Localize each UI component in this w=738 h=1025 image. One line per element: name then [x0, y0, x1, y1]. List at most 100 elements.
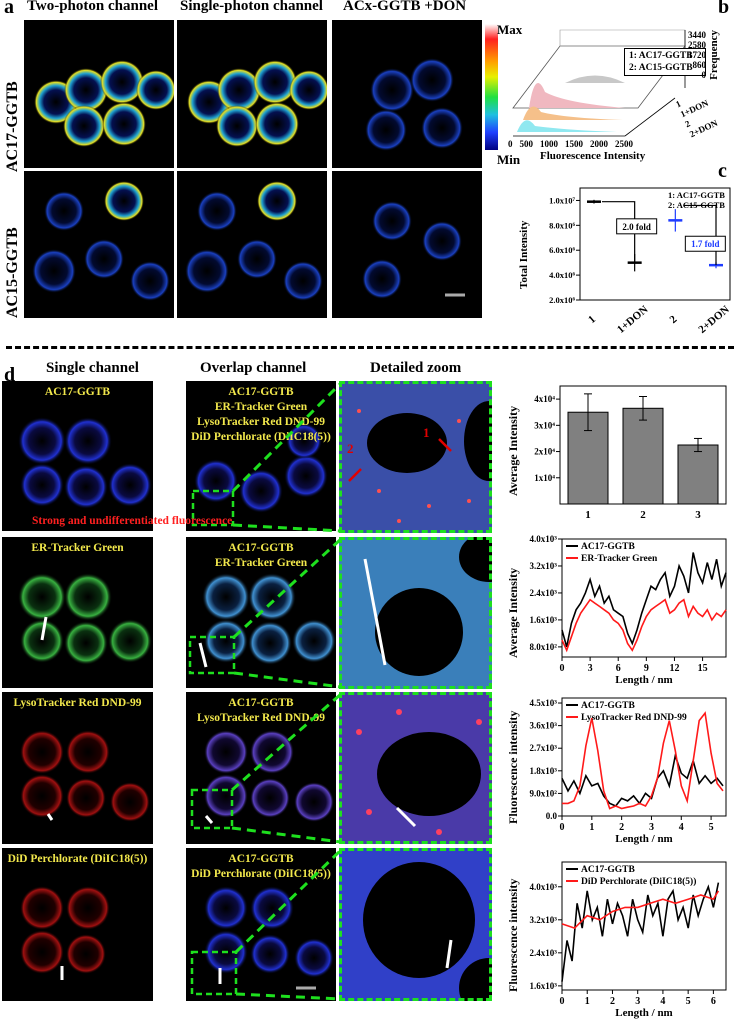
x-tick-label: 2: [610, 996, 615, 1007]
panel-b-legend-item1: 1: AC17-GGTB: [629, 51, 693, 61]
row1-single-label: AC17-GGTB: [44, 386, 111, 398]
colorbar-min-label: Min: [497, 152, 521, 167]
row1-overlap-label: ER-Tracker Green: [214, 401, 308, 413]
panel-d4-chart: 1.6x10³ 2.4x10³ 3.2x10³ 4.0x10³ 0 1 2 3 4 5 6 Lengt…: [530, 861, 727, 1019]
y-tick-label: 8.0x10⁶: [549, 220, 575, 230]
histogram-surface-1: [529, 83, 625, 108]
panel-b-letter: b: [718, 0, 730, 18]
x-tick-label: 6: [711, 996, 716, 1007]
row1-arrow1-label: 1: [423, 425, 430, 440]
bar: [677, 444, 719, 505]
row4-overlap-label: DiD Perchlorate (DiIC18(5)): [191, 868, 331, 880]
panel-d-letter: d: [4, 364, 16, 386]
micrograph-d-single-did: DiD Perchlorate (DiIC18(5)): [2, 848, 153, 1001]
colorbar-max-label: Max: [497, 22, 523, 37]
panel-a-col1-title: Two-photon channel: [27, 0, 159, 14]
panel-b-xticks: 0 500 1000 1500 2000 2500: [508, 139, 633, 149]
y-tick-label: 4.5x10³: [530, 698, 558, 708]
micrograph-d-zoom-did: [339, 848, 492, 1001]
x-tick-label: 12: [669, 663, 679, 674]
panel-b-legend: 1: AC17-GGTB 2: AC15-GGTB: [624, 48, 706, 76]
zoom-box: [190, 788, 234, 830]
panel-a-letter: a: [4, 0, 14, 18]
y-tick-label: 1.0x10⁷: [549, 195, 575, 205]
panel-d3-chart: 0.0 9.0x10² 1.8x10³ 2.7x10³ 3.6x10³ 4.5x10³ 0 1…: [530, 697, 727, 845]
panel-a-col3-title: ACx-GGTB +DON: [343, 0, 467, 14]
micrograph-d-single-lyso: LysoTracker Red DND-99: [2, 692, 153, 844]
x-tick-label: 4: [660, 996, 665, 1007]
panel-b-ztick: 0: [701, 70, 707, 80]
row2-overlap-labels: AC17-GGTB ER-Tracker Green: [186, 541, 336, 571]
micrograph-d-single-er: ER-Tracker Green: [2, 537, 153, 688]
panel-b-xtick: 1000: [540, 139, 558, 149]
bar: [622, 407, 664, 505]
x-tick-label: 0: [560, 663, 565, 674]
x-tick-label: 3: [588, 663, 593, 674]
panel-d4-ylabel: Fluorescence intensity: [506, 878, 520, 992]
row3-overlap-label: LysoTracker Red DND-99: [197, 712, 325, 724]
y-tick-label: 4.0x10³: [530, 882, 558, 892]
panel-b-xlabel: Fluorescence Intensity: [540, 150, 646, 162]
y-tick-label: 4.0x10³: [530, 535, 558, 544]
row4-single-label: DiD Perchlorate (DiIC18(5)): [7, 853, 148, 865]
y-tick-label: 2.7x10³: [530, 743, 558, 753]
row3-overlap-label: AC17-GGTB: [228, 697, 294, 709]
panel-b-xtick: 0: [508, 139, 513, 149]
legend-label: LysoTracker Red DND-99: [581, 713, 687, 723]
micrograph-d-overlap-lyso: AC17-GGTB LysoTracker Red DND-99: [186, 692, 336, 844]
series-line-2: [562, 711, 724, 810]
x-tick-label: 3: [649, 822, 654, 833]
micrograph-d-zoom-lyso: [339, 692, 492, 844]
series-line-2: [561, 890, 720, 930]
panel-d2-ylabel: Average Intensity: [506, 567, 520, 659]
zoom-box: [188, 635, 236, 675]
y-tick-label: 2x10⁴: [534, 447, 555, 457]
legend-label: AC17-GGTB: [581, 542, 636, 552]
micrograph-a-twophoton-ac15: [24, 171, 174, 318]
y-tick-label: 6.0x10⁶: [549, 245, 575, 255]
panel-d1-ylabel: Average Intensity: [506, 405, 520, 497]
x-axis-label: Length / nm: [615, 674, 672, 686]
x-tick-label: 0: [560, 996, 565, 1007]
panel-d-col1-title: Single channel: [46, 360, 139, 376]
row3-overlap-labels: AC17-GGTB LysoTracker Red DND-99: [186, 696, 336, 726]
panel-d3-ylabel: Fluorescence intensity: [506, 710, 520, 824]
y-tick-label: 2.0x10⁶: [549, 295, 575, 305]
plot-frame: [561, 861, 727, 991]
x-tick-label: 4: [679, 822, 684, 833]
y-tick-label: 4x10⁴: [534, 394, 555, 404]
y-tick-label: 1.6x10³: [530, 615, 558, 625]
row2-overlap-label: ER-Tracker Green: [214, 557, 308, 569]
fold-box-1: [616, 218, 658, 235]
row4-overlap-labels: AC17-GGTB DiD Perchlorate (DiIC18(5)): [186, 852, 336, 882]
x-tick-label: 5: [686, 996, 691, 1007]
y-tick-label: 3.2x10³: [530, 915, 558, 925]
panel-c-legend-item1: 1: AC17-GGTB: [668, 190, 725, 200]
plot-frame: [561, 697, 727, 817]
histogram-surface-2: [523, 106, 623, 120]
panel-b-3d-histogram: [512, 29, 686, 137]
colorbar: [485, 24, 498, 150]
x-tick-label: 3: [635, 996, 640, 1007]
plot-frame: [579, 187, 731, 301]
y-tick-label: 2.4x10³: [530, 588, 558, 598]
histogram-surface-4: [565, 75, 625, 83]
x-tick-label: 1: [585, 996, 590, 1007]
panel-b-xtick: 2000: [590, 139, 608, 149]
row3-single-label: LysoTracker Red DND-99: [13, 697, 142, 709]
y-tick-label: 8.0x10²: [530, 642, 558, 652]
y-tick-label: 3.6x10³: [530, 721, 558, 731]
y-tick-label: 4.0x10⁶: [549, 270, 575, 280]
micrograph-d-zoom-er: [339, 537, 492, 689]
panel-b-ztick: 3440: [688, 30, 706, 40]
micrograph-d-overlap-all: AC17-GGTB ER-Tracker Green LysoTracker R…: [186, 381, 336, 531]
fold-label-1: 2.0 fold: [622, 222, 651, 232]
panel-c-legend-item2: 2: AC15-GGTB: [668, 200, 725, 210]
micrograph-a-singlephoton-ac15: [177, 171, 327, 318]
micrograph-a-don-ac17: [332, 20, 482, 168]
panel-b-zticks: 3440 2580 1720 860 0: [686, 30, 706, 80]
panel-d-col3-title: Detailed zoom: [370, 360, 462, 376]
series-line-1: [561, 552, 727, 648]
legend-label: AC17-GGTB: [581, 701, 636, 711]
